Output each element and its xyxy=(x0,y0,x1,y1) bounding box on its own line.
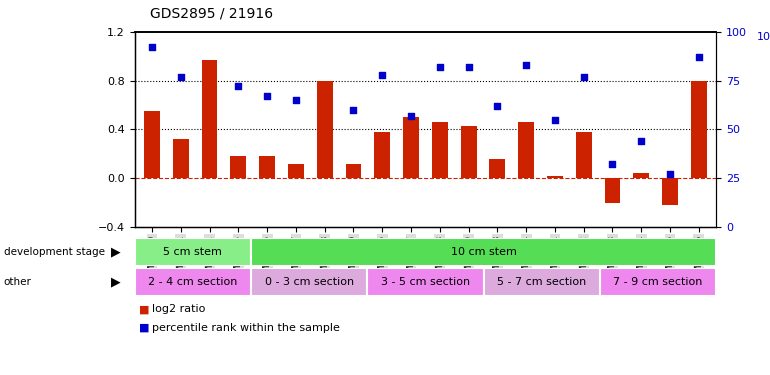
Bar xyxy=(135,268,251,296)
Bar xyxy=(144,111,160,178)
Bar xyxy=(460,126,477,178)
Point xyxy=(203,0,216,6)
Point xyxy=(319,6,331,12)
Bar xyxy=(547,176,563,178)
Text: 0 - 3 cm section: 0 - 3 cm section xyxy=(265,277,353,287)
Text: 7 - 9 cm section: 7 - 9 cm section xyxy=(613,277,703,287)
Bar xyxy=(251,268,367,296)
Point xyxy=(290,97,302,103)
Bar xyxy=(691,81,707,178)
Bar xyxy=(600,268,716,296)
Text: 100%: 100% xyxy=(757,32,770,42)
Point xyxy=(520,62,532,68)
Point xyxy=(693,54,705,60)
Bar xyxy=(230,156,246,178)
Bar xyxy=(432,122,447,178)
Bar xyxy=(518,122,534,178)
Bar xyxy=(367,268,484,296)
Point xyxy=(376,72,388,78)
Point xyxy=(175,74,187,80)
Text: 2 - 4 cm section: 2 - 4 cm section xyxy=(148,277,238,287)
Bar xyxy=(576,132,591,178)
Bar xyxy=(316,81,333,178)
Point xyxy=(491,103,504,109)
Bar xyxy=(604,178,621,203)
Text: 5 - 7 cm section: 5 - 7 cm section xyxy=(497,277,586,287)
Text: ■: ■ xyxy=(139,323,149,333)
Point xyxy=(146,45,158,51)
Bar xyxy=(634,173,649,178)
Text: ■: ■ xyxy=(139,304,149,314)
Point xyxy=(549,117,561,123)
Point xyxy=(434,64,446,70)
Bar xyxy=(259,156,275,178)
Point xyxy=(261,93,273,99)
Point xyxy=(233,84,245,90)
Bar xyxy=(346,164,361,178)
Point xyxy=(606,162,618,168)
Bar xyxy=(135,238,251,266)
Point xyxy=(463,64,475,70)
Text: 10 cm stem: 10 cm stem xyxy=(450,247,517,257)
Bar xyxy=(173,139,189,178)
Text: log2 ratio: log2 ratio xyxy=(152,304,205,314)
Point xyxy=(347,107,360,113)
Point xyxy=(578,74,590,80)
Point xyxy=(635,138,648,144)
Bar xyxy=(288,164,304,178)
Text: percentile rank within the sample: percentile rank within the sample xyxy=(152,323,340,333)
Text: 3 - 5 cm section: 3 - 5 cm section xyxy=(381,277,470,287)
Bar xyxy=(374,132,390,178)
Bar xyxy=(490,159,505,178)
Bar xyxy=(202,60,217,178)
Bar xyxy=(662,178,678,205)
Text: 5 cm stem: 5 cm stem xyxy=(163,247,223,257)
Point xyxy=(664,171,676,177)
Text: ▶: ▶ xyxy=(111,276,120,289)
Bar xyxy=(403,117,419,178)
Bar xyxy=(484,268,600,296)
Point xyxy=(405,113,417,119)
Text: ▶: ▶ xyxy=(111,246,120,259)
Text: other: other xyxy=(4,277,32,287)
Text: GDS2895 / 21916: GDS2895 / 21916 xyxy=(150,7,273,21)
Bar xyxy=(251,238,716,266)
Text: development stage: development stage xyxy=(4,247,105,257)
